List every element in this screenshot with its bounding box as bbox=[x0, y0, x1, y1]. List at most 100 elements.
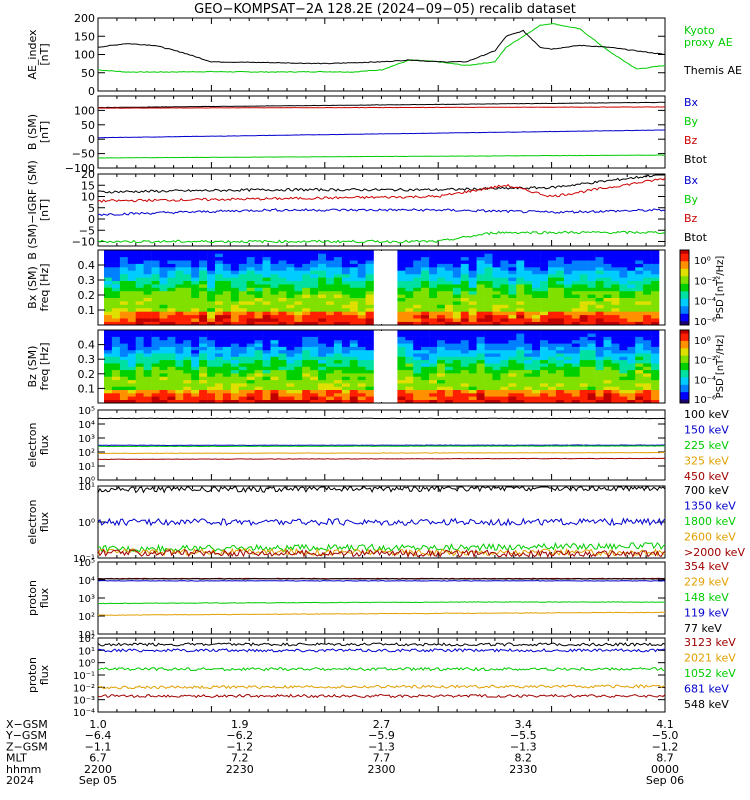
spectrogram-cell bbox=[270, 369, 279, 374]
spectrogram-cell bbox=[238, 366, 247, 371]
spectrogram-cell bbox=[222, 359, 232, 364]
spectrogram-cell bbox=[230, 287, 240, 292]
spectrogram-cell bbox=[643, 301, 652, 305]
spectrogram-cell bbox=[286, 304, 295, 309]
spectrogram-cell bbox=[619, 383, 628, 387]
spectrogram-cell bbox=[104, 396, 113, 400]
spectrogram-cell bbox=[215, 256, 224, 261]
spectrogram-cell bbox=[635, 379, 644, 384]
spectrogram-cell bbox=[278, 373, 287, 377]
colorbar-cell bbox=[680, 337, 689, 340]
series-line bbox=[98, 445, 666, 448]
spectrogram-cell bbox=[127, 277, 136, 281]
spectrogram-cell bbox=[405, 318, 414, 322]
spectrogram-cell bbox=[262, 396, 271, 400]
spectrogram-cell bbox=[294, 383, 303, 387]
spectrogram-cell bbox=[104, 379, 113, 384]
spectrogram-cell bbox=[207, 366, 216, 371]
spectrogram-cell bbox=[230, 284, 240, 288]
spectrogram-cell bbox=[167, 386, 176, 390]
spectrogram-cell bbox=[333, 396, 343, 400]
spectrogram-cell bbox=[476, 321, 485, 326]
spectrogram-cell bbox=[532, 379, 541, 384]
spectrogram-cell bbox=[333, 321, 343, 326]
spectrogram-cell bbox=[619, 270, 628, 275]
spectrogram-cell bbox=[278, 250, 287, 254]
spectrogram-cell bbox=[207, 314, 216, 319]
y-tick-label: 100 bbox=[74, 104, 95, 117]
spectrogram-cell bbox=[437, 336, 446, 341]
spectrogram-cell bbox=[484, 376, 493, 381]
spectrogram-cell bbox=[215, 294, 224, 298]
spectrogram-cell bbox=[254, 297, 263, 302]
spectrogram-cell bbox=[500, 294, 509, 298]
spectrogram-cell bbox=[421, 308, 430, 312]
spectrogram-cell bbox=[111, 369, 121, 374]
spectrogram-cell bbox=[175, 267, 184, 271]
spectrogram-cell bbox=[460, 273, 469, 278]
spectrogram-cell bbox=[603, 270, 612, 275]
spectrogram-cell bbox=[207, 294, 216, 298]
spectrogram-cell bbox=[310, 346, 319, 351]
spectrogram-cell bbox=[635, 280, 644, 285]
spectrogram-cell bbox=[619, 273, 628, 278]
spectrogram-cell bbox=[484, 294, 493, 298]
spectrogram-cell bbox=[207, 321, 216, 326]
spectrogram-cell bbox=[326, 349, 335, 354]
spectrogram-cell bbox=[484, 250, 493, 254]
spectrogram-cell bbox=[540, 399, 549, 404]
spectrogram-cell bbox=[484, 284, 493, 288]
spectrogram-cell bbox=[183, 287, 192, 292]
spectrogram-cell bbox=[405, 396, 414, 400]
spectrogram-cell bbox=[492, 263, 501, 268]
spectrogram-cell bbox=[199, 386, 208, 390]
spectrogram-cell bbox=[476, 253, 485, 258]
spectrogram-cell bbox=[262, 349, 271, 354]
spectrogram-cell bbox=[468, 399, 477, 404]
spectrogram-cell bbox=[230, 383, 240, 387]
spectrogram-cell bbox=[500, 318, 509, 322]
spectrogram-cell bbox=[215, 333, 224, 337]
spectrogram-cell bbox=[302, 330, 311, 334]
spectrogram-cell bbox=[524, 340, 533, 344]
spectrogram-cell bbox=[492, 284, 501, 288]
spectrogram-cell bbox=[302, 280, 311, 285]
y-tick-label: 10² bbox=[78, 448, 95, 459]
spectrogram-cell bbox=[603, 356, 612, 361]
spectrogram-cell bbox=[127, 267, 136, 271]
spectrogram-cell bbox=[262, 284, 271, 288]
colorbar-cell bbox=[680, 306, 689, 309]
spectrogram-cell bbox=[207, 383, 216, 387]
spectrogram-cell bbox=[635, 294, 644, 298]
spectrogram-cell bbox=[111, 314, 121, 319]
spectrogram-cell bbox=[104, 273, 113, 278]
spectrogram-cell bbox=[524, 250, 533, 254]
spectrogram-cell bbox=[492, 314, 501, 319]
spectrogram-cell bbox=[135, 336, 144, 341]
spectrogram-cell bbox=[254, 340, 263, 344]
spectrogram-cell bbox=[127, 383, 136, 387]
spectrogram-cell bbox=[492, 366, 501, 371]
spectrogram-cell bbox=[357, 399, 366, 404]
spectrogram-cell bbox=[508, 343, 517, 347]
colorbar-cell bbox=[680, 401, 689, 404]
spectrogram-cell bbox=[405, 290, 414, 295]
spectrogram-cell bbox=[286, 260, 295, 264]
spectrogram-cell bbox=[191, 267, 200, 271]
spectrogram-cell bbox=[397, 290, 406, 295]
spectrogram-cell bbox=[215, 379, 224, 384]
colorbar-cell bbox=[680, 270, 689, 273]
colorbar-cell bbox=[680, 342, 689, 345]
spectrogram-cell bbox=[603, 284, 612, 288]
spectrogram-cell bbox=[587, 349, 596, 354]
spectrogram-cell bbox=[119, 280, 129, 285]
spectrogram-cell bbox=[405, 250, 414, 254]
spectrogram-cell bbox=[215, 297, 224, 302]
y-axis-label: electron bbox=[26, 423, 39, 468]
spectrogram-cell bbox=[476, 389, 485, 394]
spectrogram-cell bbox=[278, 343, 287, 347]
spectrogram-cell bbox=[191, 396, 200, 400]
spectrogram-cell bbox=[222, 383, 232, 387]
spectrogram-cell bbox=[127, 250, 136, 254]
spectrogram-cell bbox=[532, 393, 541, 397]
